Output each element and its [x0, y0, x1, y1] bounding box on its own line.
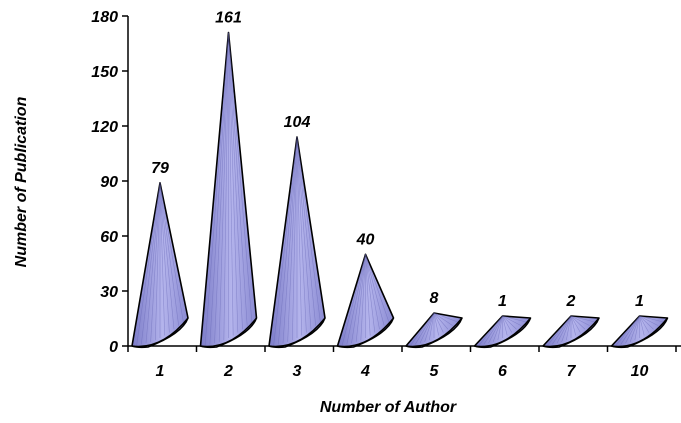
y-tick-label: 0	[109, 339, 118, 356]
data-label: 104	[284, 114, 311, 131]
x-tick-label: 3	[293, 363, 302, 380]
x-tick-label: 7	[567, 363, 577, 380]
y-tick-label: 30	[100, 284, 118, 301]
x-tick-label: 4	[360, 363, 370, 380]
bar-base-edge	[268, 317, 326, 348]
bar-shading	[341, 254, 390, 346]
bar-base-edge	[131, 317, 189, 348]
y-axis-title: Number of Publication	[13, 96, 30, 267]
x-tick-label: 2	[223, 363, 233, 380]
bar-shading	[204, 32, 253, 346]
bar	[199, 31, 258, 349]
data-label: 40	[356, 231, 375, 248]
x-axis: 1 2 3 4 5 6 7 10	[127, 345, 681, 380]
data-labels-group: 79 161 104 40 8 1 2 1	[151, 10, 644, 311]
y-axis: 0 30 60 90 120 150 180	[91, 9, 129, 356]
bar-base-edge	[405, 317, 463, 348]
bar-base-edge	[200, 317, 258, 348]
bar-shading	[410, 312, 458, 346]
data-label: 2	[566, 293, 576, 310]
y-tick-label: 120	[91, 119, 118, 136]
y-tick-label: 60	[100, 229, 118, 246]
data-label: 1	[498, 293, 507, 310]
x-tick-label: 6	[498, 363, 507, 380]
bar	[542, 315, 600, 349]
bar-base-edge	[337, 317, 395, 348]
bar	[131, 182, 189, 349]
bars-group	[131, 31, 669, 349]
x-axis-title: Number of Author	[320, 399, 457, 416]
data-label: 79	[151, 160, 169, 177]
bar-base-edge	[611, 317, 669, 348]
y-tick-label: 90	[100, 174, 118, 191]
bar	[268, 136, 326, 349]
data-label: 8	[430, 290, 439, 307]
x-tick-label: 1	[156, 363, 165, 380]
bar-shading	[615, 315, 663, 346]
data-label: 161	[215, 10, 242, 27]
bar-shading	[136, 182, 184, 346]
y-tick-label: 180	[91, 9, 118, 26]
bar	[405, 312, 463, 349]
bar	[473, 315, 532, 349]
bar-shading	[273, 136, 321, 346]
data-label: 1	[635, 293, 644, 310]
bar-base-edge	[474, 317, 532, 348]
bar-shading	[478, 315, 526, 346]
bar	[610, 315, 669, 349]
bar-base-edge	[542, 317, 600, 348]
x-tick-label: 5	[430, 363, 440, 380]
bar-shading	[547, 315, 595, 346]
x-tick-label: 10	[631, 363, 649, 380]
y-tick-label: 150	[91, 64, 118, 81]
bar	[336, 253, 395, 349]
